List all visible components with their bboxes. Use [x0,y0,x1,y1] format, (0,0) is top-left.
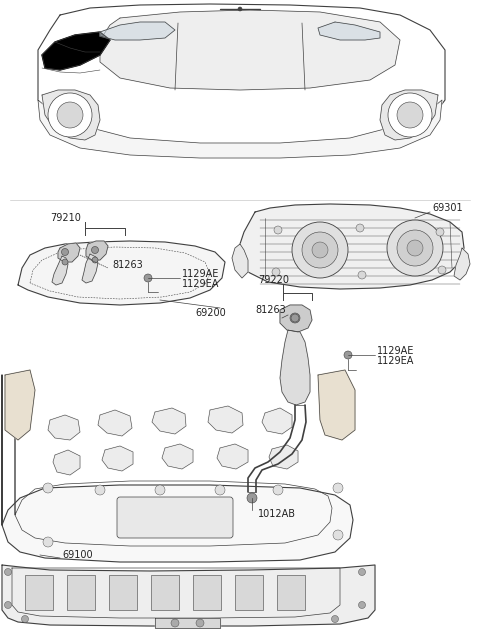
Polygon shape [269,445,298,469]
Circle shape [22,616,28,623]
Text: 1129AE: 1129AE [182,269,219,279]
Polygon shape [318,370,355,440]
Polygon shape [208,406,243,433]
Polygon shape [262,408,292,434]
Polygon shape [52,256,68,285]
Text: 1129EA: 1129EA [377,356,414,366]
Text: 69200: 69200 [195,308,226,318]
Circle shape [332,616,338,623]
Bar [193,575,221,610]
Polygon shape [98,410,132,436]
Polygon shape [58,243,80,262]
Circle shape [272,268,280,276]
Circle shape [4,569,12,576]
Polygon shape [280,305,312,332]
Circle shape [302,232,338,268]
Circle shape [359,569,365,576]
Polygon shape [152,408,186,434]
Text: 1129AE: 1129AE [377,346,414,356]
Text: 81263: 81263 [255,305,286,315]
Polygon shape [86,241,108,260]
Circle shape [62,259,68,265]
Polygon shape [2,565,375,626]
Circle shape [388,93,432,137]
Circle shape [238,7,242,11]
Text: 1129EA: 1129EA [182,279,219,289]
Circle shape [171,619,179,627]
Polygon shape [280,330,310,405]
Circle shape [290,313,300,323]
Polygon shape [155,618,220,628]
Text: 81263: 81263 [112,260,143,270]
Circle shape [356,224,364,232]
Polygon shape [100,10,400,90]
Circle shape [292,222,348,278]
Circle shape [407,240,423,256]
Circle shape [61,248,69,255]
Circle shape [43,483,53,493]
Circle shape [92,247,98,253]
Circle shape [397,230,433,266]
Circle shape [438,266,446,274]
Circle shape [92,257,98,263]
Polygon shape [217,444,248,469]
Polygon shape [2,375,353,562]
Circle shape [273,485,283,495]
Circle shape [312,242,328,258]
Circle shape [48,93,92,137]
Polygon shape [102,446,133,471]
Circle shape [196,619,204,627]
FancyBboxPatch shape [117,497,233,538]
Text: 69301: 69301 [432,203,463,213]
Circle shape [247,493,257,503]
Polygon shape [380,90,438,140]
Text: 1012AB: 1012AB [258,509,296,519]
Polygon shape [48,415,80,440]
Circle shape [333,530,343,540]
Polygon shape [162,444,193,469]
Circle shape [215,485,225,495]
Bar [151,575,179,610]
Circle shape [344,351,352,359]
Circle shape [95,485,105,495]
Circle shape [358,271,366,279]
Polygon shape [38,100,442,158]
Text: 69100: 69100 [62,550,93,560]
Circle shape [291,314,299,322]
Polygon shape [318,22,380,40]
Circle shape [274,226,282,234]
Polygon shape [454,248,470,280]
Bar [235,575,263,610]
Bar [67,575,95,610]
Polygon shape [232,244,248,278]
Polygon shape [240,204,464,289]
Circle shape [144,274,152,282]
Circle shape [397,102,423,128]
Circle shape [359,601,365,608]
Circle shape [43,537,53,547]
Circle shape [436,228,444,236]
Circle shape [155,485,165,495]
Circle shape [333,483,343,493]
Circle shape [4,601,12,608]
Polygon shape [82,254,98,283]
Bar [109,575,137,610]
Polygon shape [42,32,110,70]
Polygon shape [42,90,100,140]
Text: 79210: 79210 [50,213,81,223]
Circle shape [57,102,83,128]
Polygon shape [100,22,175,40]
Bar [277,575,305,610]
Polygon shape [53,450,80,475]
Polygon shape [38,4,445,155]
Circle shape [387,220,443,276]
Bar [25,575,53,610]
Polygon shape [18,241,225,305]
Text: 79220: 79220 [258,275,289,285]
Polygon shape [5,370,35,440]
